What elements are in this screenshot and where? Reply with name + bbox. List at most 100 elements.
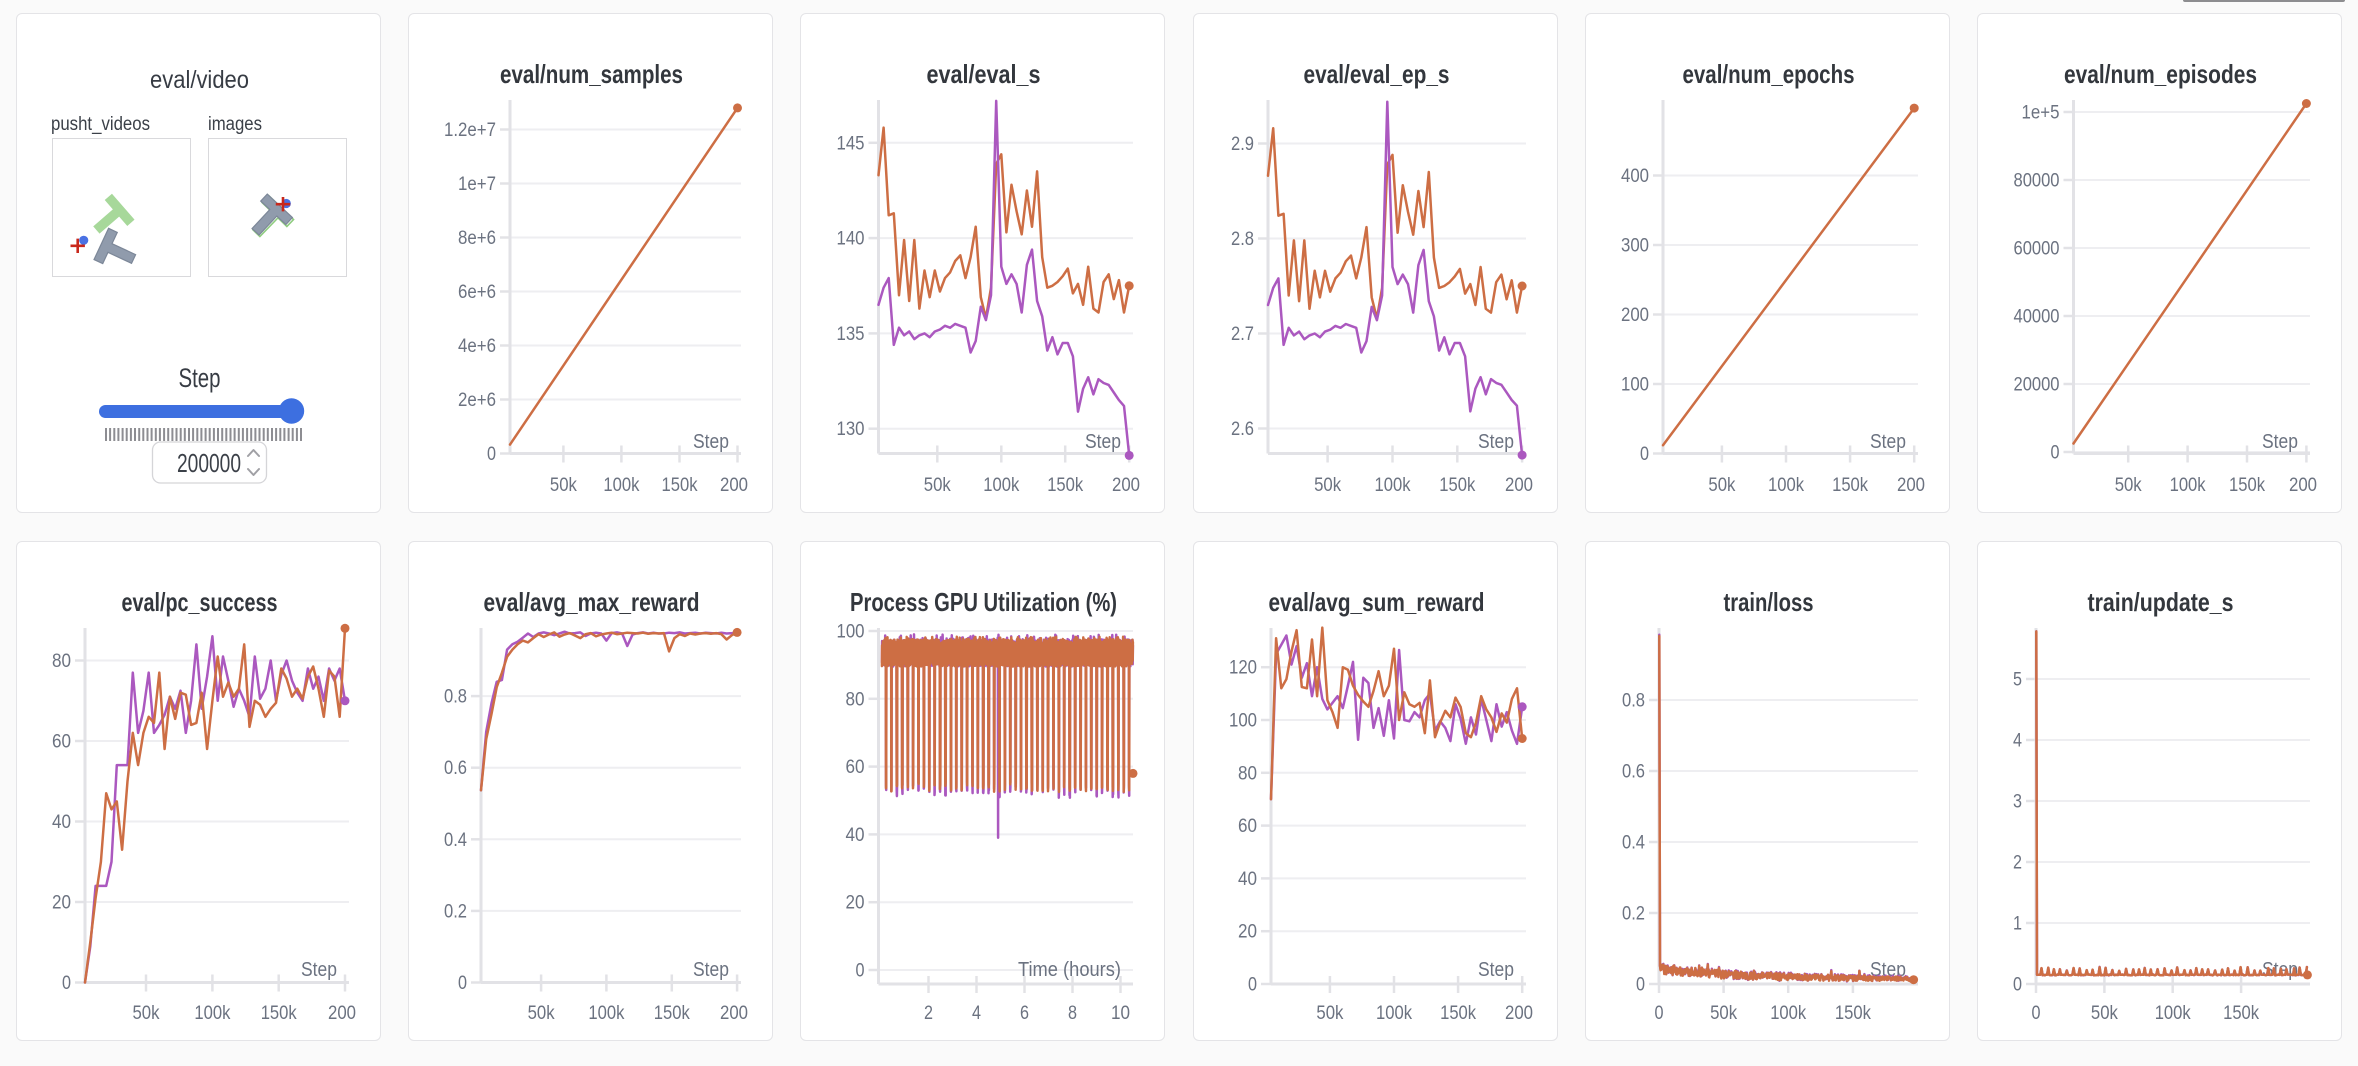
- svg-text:2.9: 2.9: [1231, 134, 1254, 155]
- svg-text:Step: Step: [1085, 431, 1121, 453]
- svg-text:0: 0: [487, 444, 496, 465]
- svg-text:40: 40: [846, 825, 865, 846]
- svg-text:4: 4: [972, 1003, 981, 1024]
- svg-text:80: 80: [52, 651, 71, 672]
- svg-text:Step: Step: [1478, 959, 1514, 981]
- svg-text:50k: 50k: [1316, 1003, 1343, 1024]
- svg-text:150k: 150k: [1832, 475, 1868, 496]
- svg-text:pusht_videos: pusht_videos: [51, 114, 150, 135]
- svg-text:200: 200: [1505, 475, 1533, 496]
- svg-text:150k: 150k: [662, 475, 698, 496]
- svg-text:50k: 50k: [528, 1003, 555, 1024]
- svg-text:4e+6: 4e+6: [458, 336, 496, 357]
- svg-text:8e+6: 8e+6: [458, 228, 496, 249]
- svg-text:images: images: [208, 114, 262, 135]
- svg-text:50k: 50k: [1710, 1003, 1737, 1024]
- svg-text:eval/num_epochs: eval/num_epochs: [1683, 59, 1855, 89]
- svg-text:50k: 50k: [2091, 1003, 2118, 1024]
- svg-text:0.6: 0.6: [1622, 762, 1645, 783]
- svg-text:20: 20: [1238, 922, 1257, 943]
- svg-text:150k: 150k: [1440, 1003, 1476, 1024]
- svg-text:150k: 150k: [2223, 1003, 2259, 1024]
- svg-text:150k: 150k: [654, 1003, 690, 1024]
- svg-text:Step: Step: [179, 363, 221, 393]
- svg-text:6e+6: 6e+6: [458, 282, 496, 303]
- svg-text:200: 200: [328, 1003, 356, 1024]
- svg-text:100k: 100k: [1375, 475, 1411, 496]
- svg-text:60000: 60000: [2014, 239, 2060, 260]
- svg-text:200: 200: [1505, 1003, 1533, 1024]
- svg-text:50k: 50k: [2115, 475, 2142, 496]
- svg-text:150k: 150k: [2229, 475, 2265, 496]
- svg-text:200: 200: [1621, 305, 1649, 326]
- svg-text:2.8: 2.8: [1231, 229, 1254, 250]
- svg-text:0: 0: [458, 973, 467, 994]
- svg-text:2.7: 2.7: [1231, 324, 1254, 345]
- svg-text:0: 0: [2051, 443, 2060, 464]
- svg-text:200: 200: [720, 1003, 748, 1024]
- svg-text:60: 60: [52, 732, 71, 753]
- svg-text:100k: 100k: [1770, 1003, 1806, 1024]
- svg-text:train/loss: train/loss: [1724, 587, 1814, 617]
- svg-text:0: 0: [856, 961, 865, 982]
- svg-text:60: 60: [1238, 816, 1257, 837]
- svg-text:40: 40: [52, 812, 71, 833]
- svg-text:100k: 100k: [2155, 1003, 2191, 1024]
- svg-text:100: 100: [1621, 375, 1649, 396]
- svg-text:135: 135: [837, 324, 865, 345]
- svg-text:8: 8: [1068, 1003, 1077, 1024]
- svg-text:Step: Step: [693, 431, 729, 453]
- svg-text:0.4: 0.4: [1622, 833, 1645, 854]
- svg-text:1e+5: 1e+5: [2022, 103, 2060, 124]
- svg-text:2.6: 2.6: [1231, 419, 1254, 440]
- svg-text:0: 0: [1655, 1003, 1664, 1024]
- svg-text:300: 300: [1621, 236, 1649, 257]
- svg-text:120: 120: [1229, 658, 1257, 679]
- svg-text:0: 0: [62, 973, 71, 994]
- svg-text:10: 10: [1111, 1003, 1130, 1024]
- svg-text:Step: Step: [693, 959, 729, 981]
- svg-text:3: 3: [2013, 792, 2022, 813]
- svg-text:20: 20: [846, 893, 865, 914]
- svg-text:100: 100: [1229, 711, 1257, 732]
- svg-text:100k: 100k: [983, 475, 1019, 496]
- svg-text:1: 1: [2013, 914, 2022, 935]
- svg-text:145: 145: [837, 133, 865, 154]
- svg-text:20000: 20000: [2014, 375, 2060, 396]
- svg-text:200: 200: [2289, 475, 2317, 496]
- svg-text:200: 200: [720, 475, 748, 496]
- svg-text:80000: 80000: [2014, 171, 2060, 192]
- svg-text:40: 40: [1238, 869, 1257, 890]
- svg-text:100k: 100k: [603, 475, 639, 496]
- svg-text:0.6: 0.6: [444, 758, 467, 779]
- svg-text:eval/num_episodes: eval/num_episodes: [2064, 59, 2257, 89]
- svg-text:0.2: 0.2: [444, 901, 467, 922]
- svg-text:0.8: 0.8: [444, 687, 467, 708]
- svg-text:0.8: 0.8: [1622, 691, 1645, 712]
- svg-text:0.2: 0.2: [1622, 904, 1645, 925]
- svg-text:50k: 50k: [924, 475, 951, 496]
- svg-text:0.4: 0.4: [444, 830, 467, 851]
- svg-text:4: 4: [2013, 731, 2022, 752]
- svg-text:eval/pc_success: eval/pc_success: [122, 587, 278, 617]
- svg-text:40000: 40000: [2014, 307, 2060, 328]
- svg-text:eval/num_samples: eval/num_samples: [500, 59, 683, 89]
- svg-text:50k: 50k: [133, 1003, 160, 1024]
- svg-text:1e+7: 1e+7: [458, 174, 496, 195]
- svg-text:80: 80: [846, 689, 865, 710]
- svg-text:0: 0: [2032, 1003, 2041, 1024]
- svg-text:80: 80: [1238, 763, 1257, 784]
- svg-text:140: 140: [837, 229, 865, 250]
- svg-text:130: 130: [837, 419, 865, 440]
- svg-text:eval/video: eval/video: [150, 66, 249, 94]
- svg-text:50k: 50k: [550, 475, 577, 496]
- svg-text:400: 400: [1621, 166, 1649, 187]
- svg-text:eval/avg_max_reward: eval/avg_max_reward: [484, 587, 700, 617]
- svg-text:Step: Step: [2262, 431, 2298, 453]
- svg-text:0: 0: [2013, 975, 2022, 996]
- svg-text:0: 0: [1248, 975, 1257, 996]
- svg-text:50k: 50k: [1708, 475, 1735, 496]
- svg-text:100: 100: [837, 622, 865, 643]
- svg-text:100k: 100k: [1376, 1003, 1412, 1024]
- svg-text:100k: 100k: [588, 1003, 624, 1024]
